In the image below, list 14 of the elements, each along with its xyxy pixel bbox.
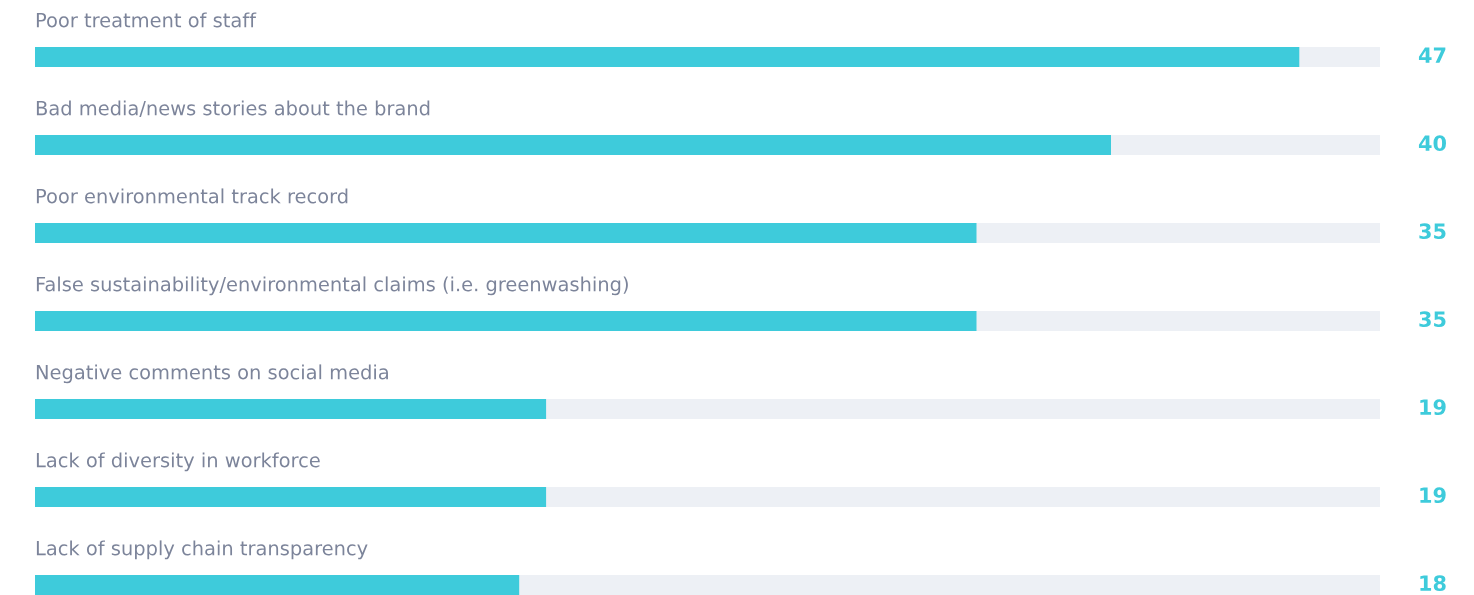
data-label: 40	[1418, 135, 1446, 152]
y-tick-label: False sustainability/environmental claims (i.e. greenwashing)	[36, 276, 628, 296]
data-label: 19	[1420, 399, 1446, 416]
y-tick-label: Negative comments on social media	[36, 364, 388, 384]
y-tick-label: Lack of supply chain transparency	[36, 540, 368, 560]
data-label: 47	[1418, 47, 1446, 63]
y-tick-label: Bad media/news stories about the brand	[36, 100, 430, 117]
y-tick-label: Poor treatment of staff	[36, 12, 257, 28]
data-label: 18	[1420, 575, 1446, 592]
data-label: 19	[1420, 487, 1446, 504]
data-label: 35	[1419, 311, 1446, 328]
y-tick-label: Lack of diversity in workforce	[36, 452, 320, 472]
y-tick-label: Poor environmental track record	[36, 188, 348, 204]
data-label: 35	[1419, 223, 1446, 240]
